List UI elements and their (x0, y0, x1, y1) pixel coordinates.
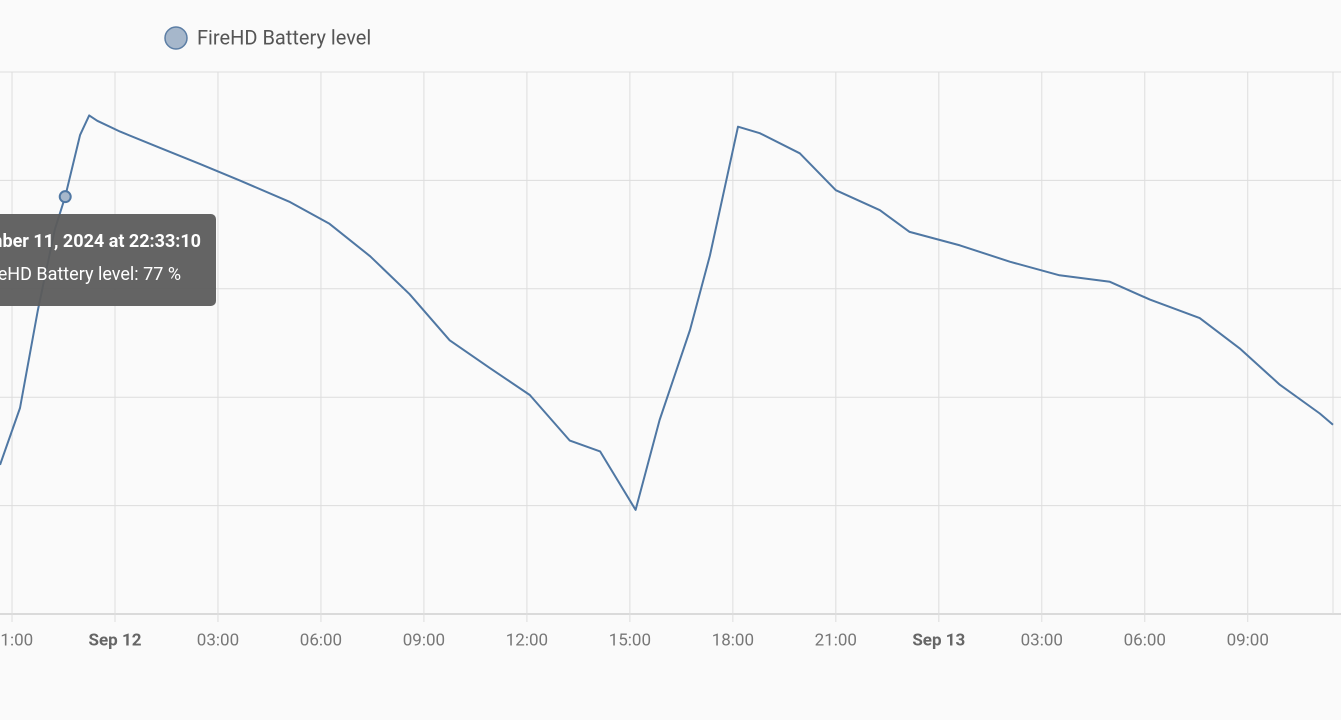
plot (0, 114, 1334, 511)
legend-marker[interactable] (164, 26, 188, 50)
x-tick-label: 21:00 (0, 630, 33, 650)
tooltip-label: FireHD Battery level: 77 % (0, 264, 181, 285)
x-tick-label: 12:00 (506, 630, 548, 650)
tooltip-title: September 11, 2024 at 22:33:10 (0, 231, 201, 252)
x-tick-label: Sep 13 (912, 630, 965, 650)
x-tick-label: Sep 12 (89, 630, 142, 650)
tooltip: September 11, 2024 at 22:33:10 FireHD Ba… (0, 214, 216, 306)
x-tick-label: 06:00 (300, 630, 342, 650)
legend-label[interactable]: FireHD Battery level (197, 25, 371, 49)
x-tick-label: 03:00 (1021, 630, 1063, 650)
x-tick-label: 06:00 (1124, 630, 1166, 650)
x-tick-label: 15:00 (609, 630, 651, 650)
highlight-point (58, 190, 72, 204)
grid (0, 71, 1341, 622)
x-tick-label: 18:00 (712, 630, 754, 650)
tooltip-box (0, 214, 216, 306)
x-tick-label: 03:00 (197, 630, 239, 650)
x-tick-label: 21:00 (815, 630, 857, 650)
x-tick-label: 09:00 (403, 630, 445, 650)
series-line (0, 114, 1334, 511)
x-tick-label: 09:00 (1227, 630, 1269, 650)
